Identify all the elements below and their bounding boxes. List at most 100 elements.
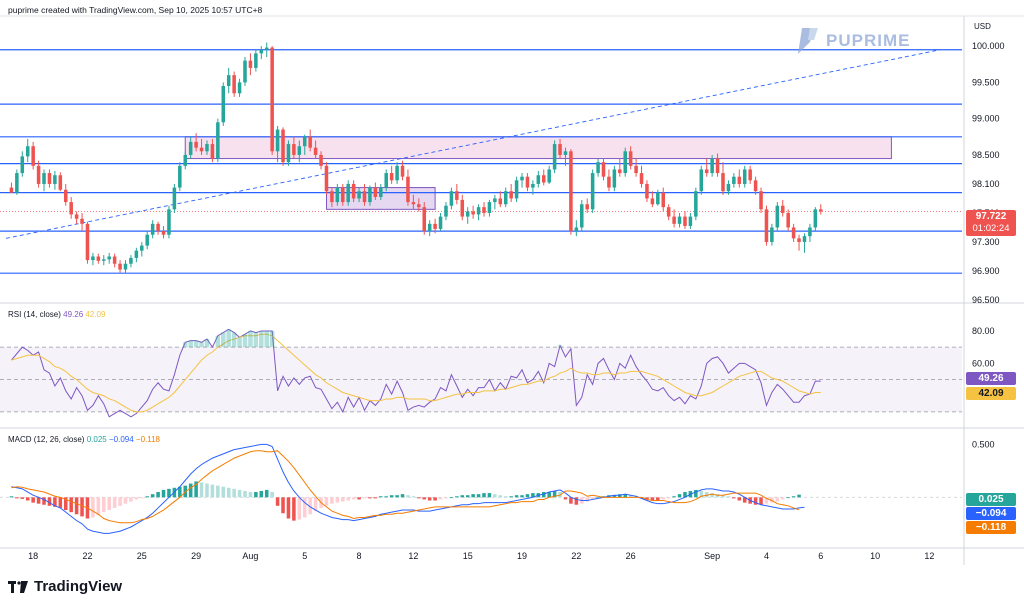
price-tick-label: 100.000	[972, 41, 1005, 51]
macd-histogram-bar	[460, 495, 465, 498]
candle-body	[259, 49, 264, 54]
macd-histogram-bar	[791, 496, 796, 498]
macd-histogram-bar	[346, 497, 350, 501]
candle-body	[243, 60, 247, 83]
macd-histogram-bar	[237, 489, 242, 498]
candle-body	[601, 162, 606, 177]
macd-histogram-bar	[710, 493, 714, 498]
candle-body	[302, 136, 307, 147]
macd-histogram-bar	[444, 497, 448, 499]
candle-body	[596, 162, 600, 174]
macd-histogram-bar	[373, 497, 378, 499]
candle-body	[520, 176, 524, 181]
macd-histogram-bar	[732, 497, 736, 499]
macd-histogram-bar	[427, 497, 432, 501]
candle-body	[672, 216, 676, 224]
candle-body	[74, 214, 79, 219]
macd-histogram-bar	[645, 497, 649, 500]
time-tick-label: 19	[517, 551, 527, 561]
last-price-value: 97.722	[975, 211, 1007, 222]
tradingview-brand[interactable]: TradingView	[8, 578, 122, 595]
candle-body	[199, 147, 204, 152]
price-tick-label: 97.300	[972, 237, 1000, 247]
macd-pane: 0.500	[0, 439, 995, 534]
macd-histogram-bar	[694, 489, 698, 498]
macd-histogram-bar	[351, 497, 356, 500]
macd-histogram-bar	[563, 497, 568, 500]
candle-body	[406, 176, 410, 203]
macd-histogram-bar	[91, 497, 95, 518]
macd-histogram-bar	[308, 497, 312, 515]
macd-histogram-bar	[406, 495, 410, 498]
macd-histogram-bar	[753, 497, 758, 505]
macd-histogram-bar	[58, 497, 63, 508]
candle-body	[216, 122, 220, 159]
candle-body	[292, 144, 296, 155]
horizontal-levels[interactable]	[0, 49, 962, 274]
candle-body	[80, 218, 84, 224]
macd-histogram-bar	[628, 495, 633, 498]
candle-body	[558, 144, 562, 155]
macd-histogram-bar	[585, 497, 589, 502]
price-tick-label: 98.100	[972, 179, 1000, 189]
candle-body	[509, 191, 513, 199]
candle-body	[112, 256, 117, 264]
macd-histogram-bar	[737, 497, 742, 501]
macd-histogram-bar	[102, 497, 106, 513]
candle-body	[330, 191, 334, 203]
macd-histogram-bar	[596, 497, 600, 499]
macd-hist-value: 0.025	[86, 435, 107, 444]
brand-name: TradingView	[34, 578, 123, 595]
macd-histogram-bar	[552, 490, 557, 498]
macd-histogram-bar	[449, 497, 454, 499]
macd-histogram-bar	[666, 497, 671, 499]
macd-histogram-bar	[341, 497, 345, 502]
macd-histogram-bar	[96, 497, 101, 516]
time-tick-label: 12	[408, 551, 418, 561]
macd-histogram-bar	[786, 497, 790, 499]
candle-body	[102, 259, 106, 261]
candle-body	[476, 207, 481, 215]
bar-countdown: 01:02:24	[972, 223, 1010, 234]
candle-body	[31, 146, 35, 166]
macd-histogram-bar	[150, 494, 155, 498]
macd-hist-tag: 0.025	[966, 493, 1016, 506]
candles	[9, 42, 823, 274]
candle-body	[460, 199, 465, 217]
candle-body	[525, 176, 530, 188]
macd-histogram-bar	[569, 497, 573, 504]
macd-histogram-bar	[715, 494, 720, 498]
candle-body	[650, 198, 655, 205]
price-tick-label: 98.500	[972, 150, 1000, 160]
candle-body	[786, 212, 790, 228]
rsi-tick-label: 60.00	[972, 358, 995, 368]
candle-body	[400, 165, 405, 177]
time-tick-label: 4	[764, 551, 769, 561]
macd-histogram-bar	[395, 495, 399, 498]
candle-body	[531, 183, 535, 188]
candle-body	[590, 173, 595, 210]
candle-body	[205, 144, 209, 152]
candle-body	[612, 169, 617, 188]
macd-histogram-bar	[118, 497, 122, 506]
trendline[interactable]	[5, 49, 941, 239]
macd-histogram-bar	[493, 494, 497, 498]
macd-histogram-bar	[699, 490, 704, 498]
macd-histogram-bar	[221, 486, 226, 498]
candle-body	[819, 209, 823, 212]
candle-body	[15, 173, 19, 193]
macd-signal-value: −0.118	[135, 435, 161, 444]
candle-body	[802, 236, 807, 242]
macd-histogram-bar	[780, 497, 785, 500]
price-tick-label: 96.900	[972, 266, 1000, 276]
candle-body	[36, 165, 41, 184]
macd-histogram-bar	[514, 495, 519, 498]
candle-body	[85, 223, 90, 261]
candle-body	[156, 223, 160, 232]
price-tick-label: 99.500	[972, 77, 1000, 87]
macd-histogram-bar	[199, 482, 204, 498]
macd-histogram-bar	[455, 496, 459, 498]
macd-histogram-bar	[324, 497, 329, 506]
candle-body	[748, 169, 752, 181]
